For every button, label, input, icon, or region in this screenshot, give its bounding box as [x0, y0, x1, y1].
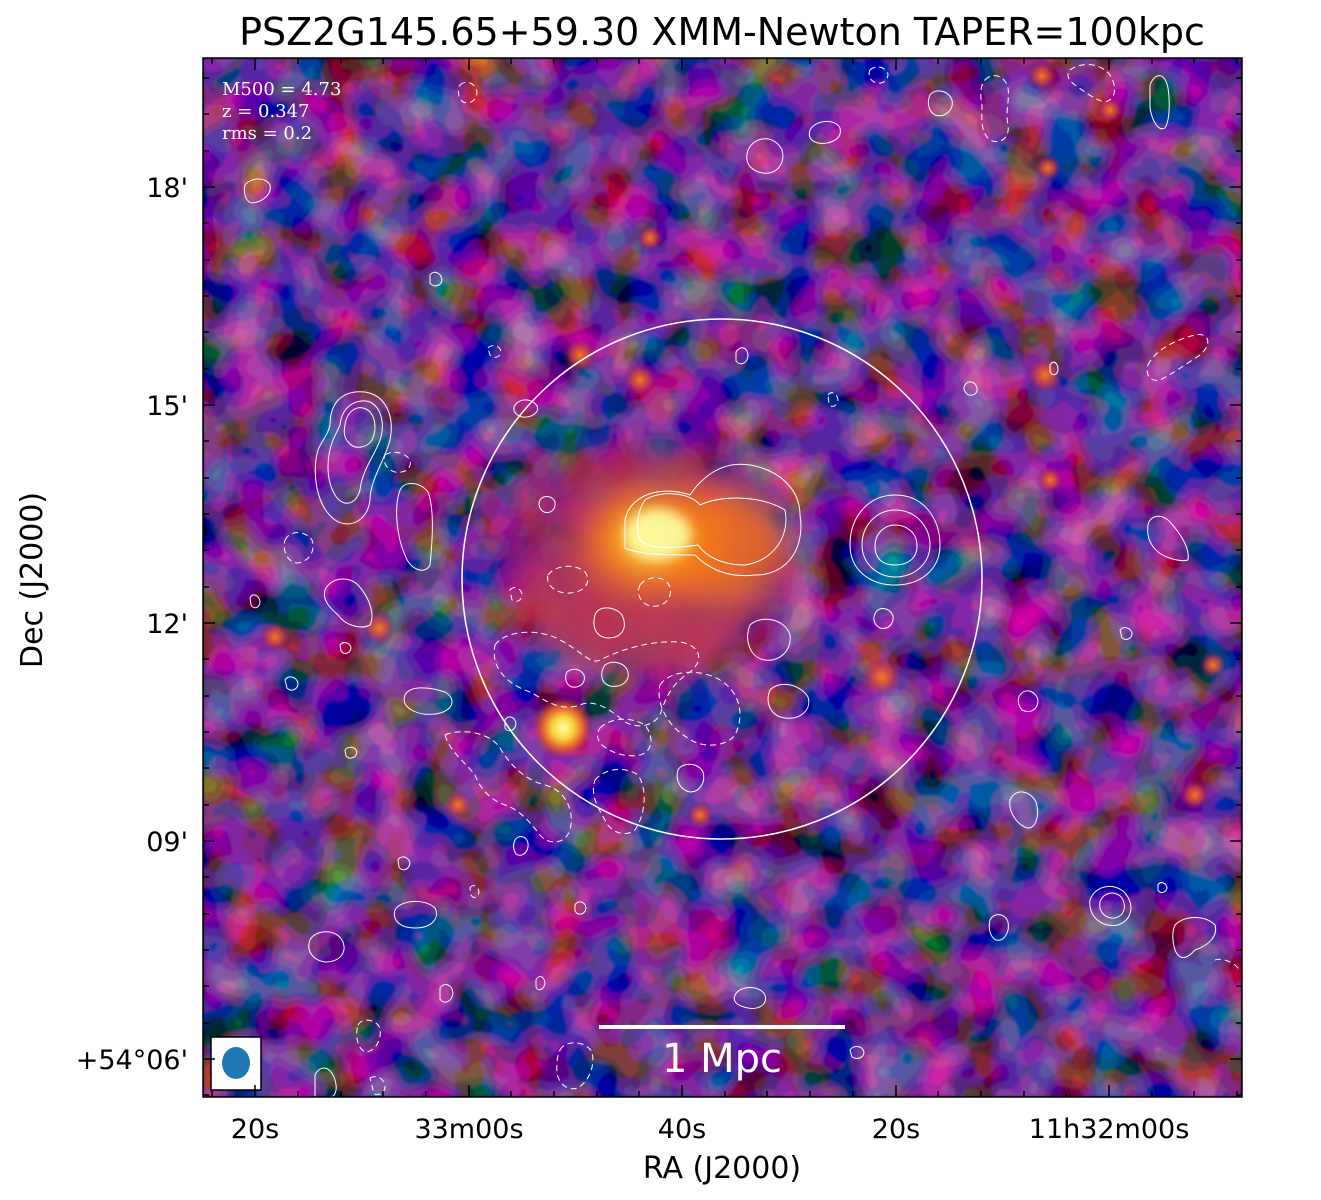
negative-contours: [283, 64, 1241, 1095]
point-source: [531, 696, 595, 760]
x-axis-label: RA (J2000): [643, 1151, 801, 1186]
info-line-rms: rms = 0.2: [222, 123, 312, 144]
tick-marks: [203, 58, 1242, 1097]
info-line-redshift: z = 0.347: [222, 101, 310, 122]
scale-bar: 1 Mpc: [599, 1025, 845, 1082]
x-tick-label: 11h32m00s: [1029, 1114, 1190, 1145]
x-tick-label: 40s: [658, 1114, 706, 1145]
xray-image: [203, 58, 1242, 1097]
x-tick-label: 20s: [872, 1114, 920, 1145]
y-axis-label: Dec (J2000): [15, 492, 50, 668]
y-tick-label: 15': [146, 391, 188, 422]
y-tick-labels: 18' 15' 12' 09' +54°06': [76, 173, 188, 1076]
figure-title: PSZ2G145.65+59.30 XMM-Newton TAPER=100kp…: [239, 10, 1205, 54]
y-tick-label: 18': [146, 173, 188, 204]
y-tick-label: 12': [146, 609, 188, 640]
radio-contours: [243, 75, 1217, 1097]
x-tick-label: 33m00s: [414, 1114, 523, 1145]
beam-ellipse: [222, 1047, 250, 1079]
info-box: M500 = 4.73 z = 0.347 rms = 0.2: [222, 79, 341, 144]
scale-bar-label: 1 Mpc: [662, 1036, 782, 1082]
info-line-mass: M500 = 4.73: [222, 79, 341, 100]
beam-indicator: [210, 1036, 262, 1091]
x-tick-label: 20s: [231, 1114, 279, 1145]
y-tick-label: 09': [146, 827, 188, 858]
plot-frame: [202, 57, 1243, 1098]
y-tick-label: +54°06': [76, 1045, 188, 1076]
x-tick-labels: 20s 33m00s 40s 20s 11h32m00s: [231, 1114, 1190, 1145]
r500-circle: [461, 318, 983, 840]
